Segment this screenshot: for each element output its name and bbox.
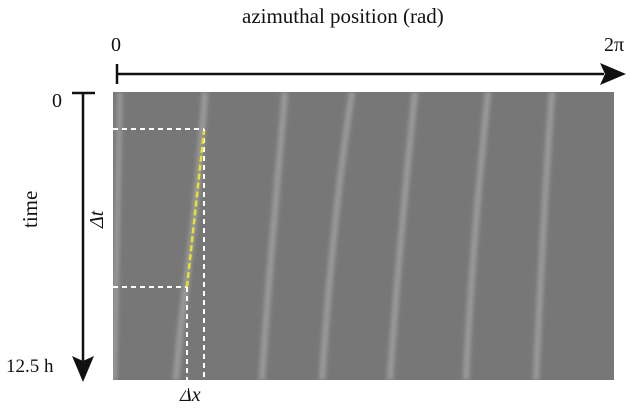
fit-line — [185, 130, 206, 288]
kymograph-noise — [113, 92, 614, 380]
kymograph-image — [113, 92, 614, 380]
y-axis-arrow-head — [72, 356, 94, 382]
delta-x-label: Δx — [180, 384, 201, 406]
x-axis-arrow-head — [600, 63, 626, 85]
y-axis-start-label: 0 — [52, 90, 62, 112]
dashed-guides — [113, 128, 205, 398]
y-axis-end-label: 12.5 h — [6, 356, 54, 377]
x-axis-start-label: 0 — [111, 34, 121, 56]
x-axis-end-label: 2π — [604, 34, 625, 56]
x-axis-title: azimuthal position (rad) — [242, 4, 444, 28]
